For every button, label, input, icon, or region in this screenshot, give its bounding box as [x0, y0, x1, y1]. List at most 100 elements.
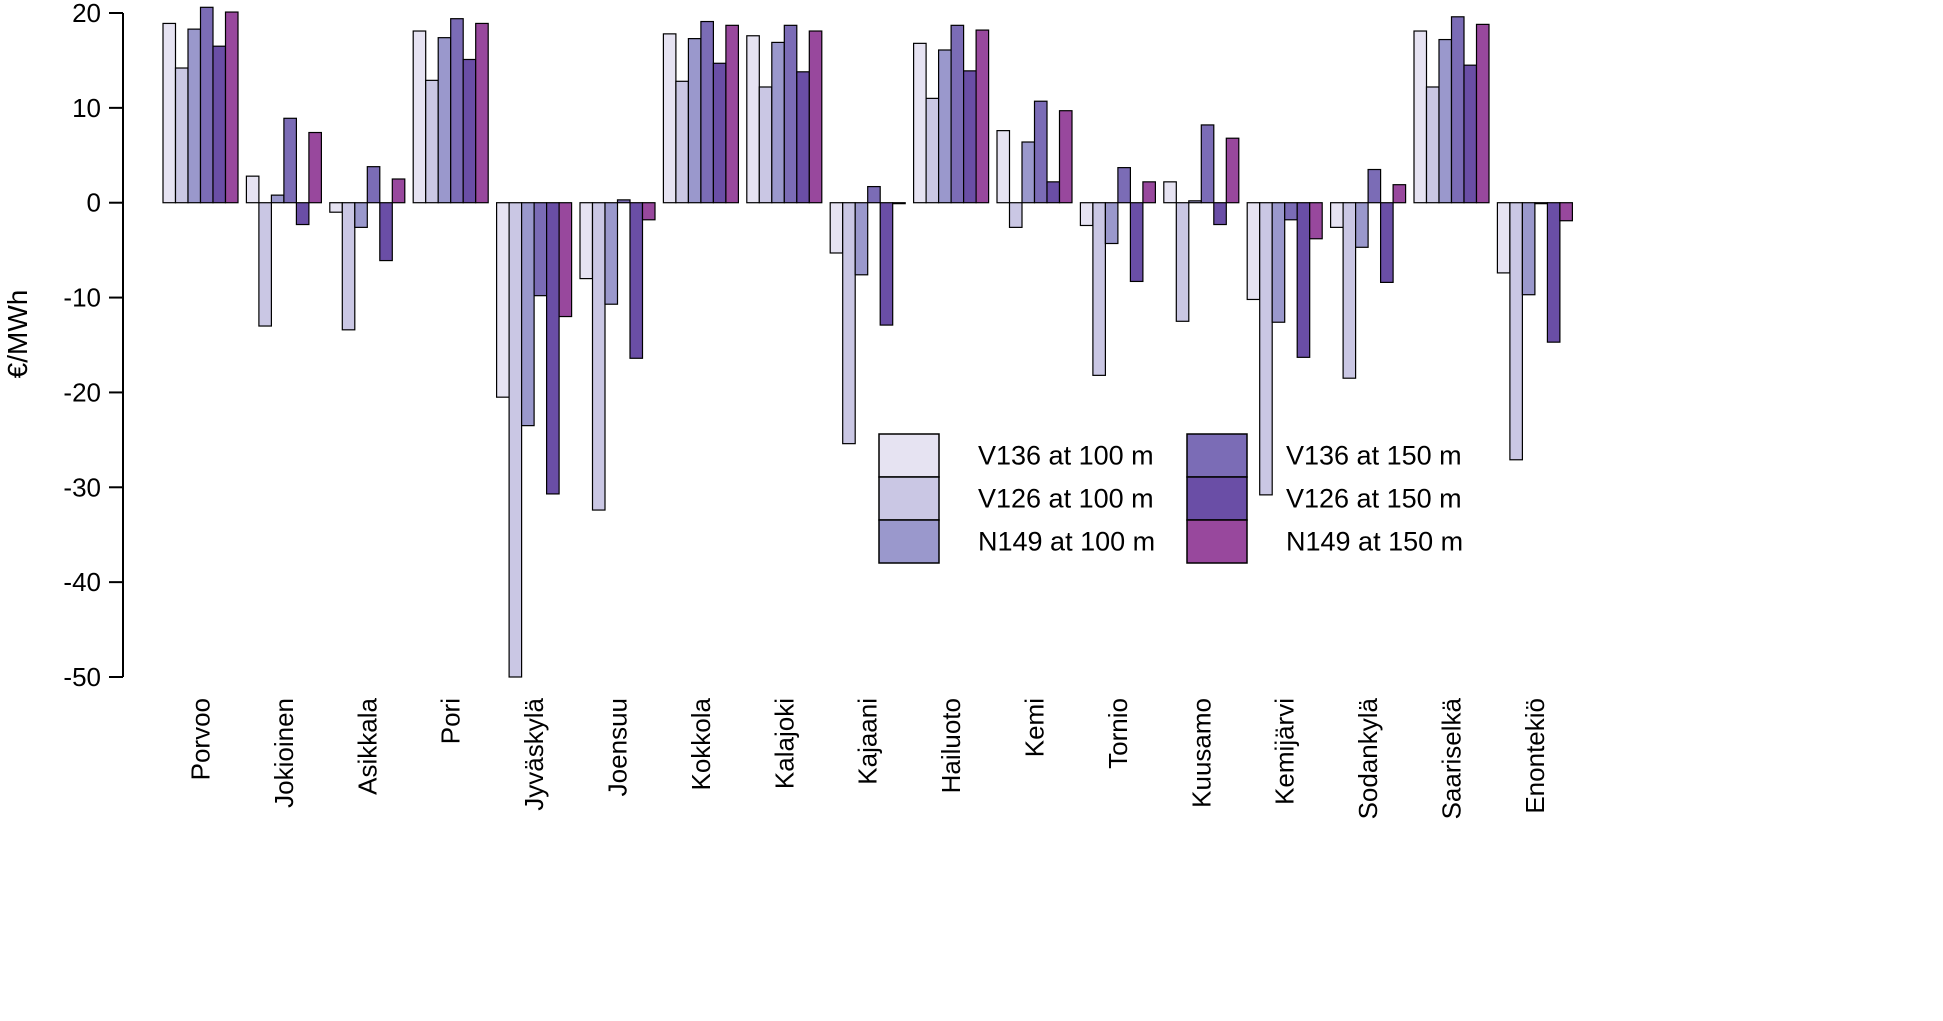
y-tick-label: -40 [63, 567, 101, 597]
bar-Kuusamo-V136-at-100-m [1163, 181, 1177, 204]
bar-Kajaani-V126-at-100-m [842, 202, 856, 445]
bar-Hailuoto-V126-at-150-m [962, 70, 977, 204]
bar-Kokkola-N149-at-150-m [725, 24, 740, 204]
bar-Jokioinen-N149-at-100-m [270, 194, 285, 204]
bar-Kemi-V136-at-100-m [996, 130, 1011, 204]
bar-Porvoo-N149-at-100-m [187, 28, 202, 204]
category-label: Enontekiö [1520, 698, 1550, 814]
bar-Saariselkä-N149-at-150-m [1475, 23, 1490, 204]
bar-Kokkola-N149-at-100-m [687, 38, 702, 204]
bar-Enontekiö-N149-at-150-m [1559, 202, 1574, 222]
legend: V136 at 100 m V126 at 100 m N149 at 100 m V… [878, 433, 1463, 564]
bar-Jyväskylä-V136-at-150-m [533, 202, 548, 297]
bar-Hailuoto-V136-at-100-m [912, 42, 927, 204]
bar-Kajaani-V136-at-150-m [867, 185, 881, 204]
bar-Sodankylä-V136-at-100-m [1329, 202, 1344, 228]
bar-Enontekiö-N149-at-100-m [1521, 202, 1536, 296]
bar-Pori-N149-at-100-m [437, 37, 452, 204]
bar-Pori-N149-at-150-m [475, 22, 489, 204]
bar-Kajaani-V136-at-100-m [829, 202, 844, 254]
bar-Kuusamo-N149-at-150-m [1225, 137, 1240, 204]
bar-Enontekiö-V136-at-150-m [1534, 202, 1549, 205]
bar-Kajaani-N149-at-100-m [854, 202, 869, 276]
bar-Hailuoto-V136-at-150-m [950, 24, 965, 204]
bar-Sodankylä-V126-at-150-m [1379, 202, 1394, 283]
bar-Kalajoki-N149-at-100-m [771, 41, 785, 204]
legend-swatch [878, 433, 940, 478]
category-label: Jyväskylä [519, 697, 549, 810]
bar-Jyväskylä-V126-at-100-m [508, 202, 523, 678]
category-label: Kemijärvi [1270, 698, 1300, 805]
bar-Jokioinen-V126-at-150-m [295, 202, 310, 226]
legend-label: V136 at 100 m [978, 441, 1154, 471]
bar-Kemi-N149-at-100-m [1021, 141, 1036, 204]
bar-Joensuu-V136-at-100-m [579, 202, 594, 280]
bar-Kemijärvi-V136-at-100-m [1246, 202, 1261, 301]
bar-Sodankylä-V126-at-100-m [1342, 202, 1357, 379]
bar-Sodankylä-N149-at-100-m [1354, 202, 1369, 248]
bar-Kajaani-V126-at-150-m [879, 202, 894, 326]
bar-Jokioinen-V126-at-100-m [258, 202, 272, 327]
bar-Jyväskylä-V126-at-150-m [545, 202, 560, 495]
legend-swatch [1186, 476, 1248, 521]
bar-Pori-V126-at-150-m [462, 58, 477, 204]
bar-Tornio-N149-at-100-m [1104, 202, 1119, 245]
bar-Kokkola-V126-at-100-m [675, 80, 690, 204]
category-label: Kokkola [686, 697, 716, 790]
legend-label: N149 at 150 m [1286, 527, 1463, 557]
bar-Jyväskylä-N149-at-150-m [558, 202, 573, 318]
bar-Asikkala-V126-at-100-m [341, 202, 356, 331]
bar-Kalajoki-V126-at-150-m [796, 71, 810, 204]
category-label: Asikkala [352, 697, 382, 794]
bar-Kemijärvi-N149-at-150-m [1309, 202, 1323, 240]
category-labels: Porvoo Jokioinen Asikkala Pori Jyväskylä Joen… [186, 697, 1550, 819]
y-tick-label: 0 [87, 188, 101, 218]
bar-Saariselkä-N149-at-100-m [1438, 38, 1453, 204]
y-tick-label: 10 [72, 93, 101, 123]
bar-Asikkala-V126-at-150-m [379, 202, 393, 262]
bar-Asikkala-N149-at-100-m [354, 202, 368, 228]
bar-Tornio-V126-at-150-m [1129, 202, 1144, 283]
category-label: Kajaani [853, 698, 883, 785]
bar-Kemijärvi-N149-at-100-m [1271, 202, 1286, 323]
bar-Jyväskylä-V136-at-100-m [496, 202, 510, 398]
bar-Kalajoki-N149-at-150-m [808, 30, 823, 204]
bar-Pori-V136-at-100-m [412, 30, 427, 204]
bar-Kalajoki-V136-at-150-m [783, 24, 798, 204]
bar-Kemijärvi-V126-at-150-m [1296, 202, 1311, 358]
bar-Kokkola-V126-at-150-m [712, 62, 727, 204]
legend-label: V126 at 150 m [1286, 484, 1462, 514]
category-label: Kemi [1020, 698, 1050, 757]
category-label: Hailuoto [936, 698, 966, 793]
y-tick-label: -30 [63, 472, 101, 502]
y-tick-label: -50 [63, 662, 101, 692]
bar-Hailuoto-N149-at-100-m [937, 49, 952, 204]
bar-Enontekiö-V126-at-100-m [1509, 202, 1524, 461]
bar-Joensuu-V126-at-150-m [629, 202, 644, 359]
bar-Kalajoki-V126-at-100-m [758, 86, 773, 204]
bar-Enontekiö-V126-at-150-m [1546, 202, 1561, 343]
bar-Jokioinen-V136-at-100-m [245, 175, 260, 204]
bar-Kuusamo-V136-at-150-m [1200, 124, 1215, 204]
bar-Joensuu-V136-at-150-m [616, 199, 631, 204]
y-tick-label: -20 [63, 377, 101, 407]
bar-Tornio-V126-at-100-m [1092, 202, 1107, 376]
bar-Joensuu-N149-at-100-m [604, 202, 619, 305]
bar-Kuusamo-V126-at-150-m [1213, 202, 1227, 226]
bar-Porvoo-V126-at-150-m [212, 45, 227, 204]
legend-swatch [878, 519, 940, 564]
bar-Jokioinen-V136-at-150-m [283, 117, 297, 204]
bar-Kemi-V136-at-150-m [1033, 100, 1048, 204]
category-label: Kuusamo [1186, 698, 1216, 808]
legend-swatch [1186, 519, 1248, 564]
bar-Asikkala-V136-at-100-m [329, 202, 343, 213]
bar-Kajaani-N149-at-150-m [892, 202, 906, 205]
bar-Enontekiö-V136-at-100-m [1496, 202, 1511, 274]
bar-Porvoo-V126-at-100-m [174, 67, 189, 204]
bar-Joensuu-V126-at-100-m [591, 202, 606, 511]
bars-group [162, 6, 1574, 678]
bar-Asikkala-V136-at-150-m [366, 166, 381, 204]
bar-Pori-V136-at-150-m [450, 18, 464, 204]
bar-Kemi-V126-at-100-m [1008, 202, 1023, 228]
